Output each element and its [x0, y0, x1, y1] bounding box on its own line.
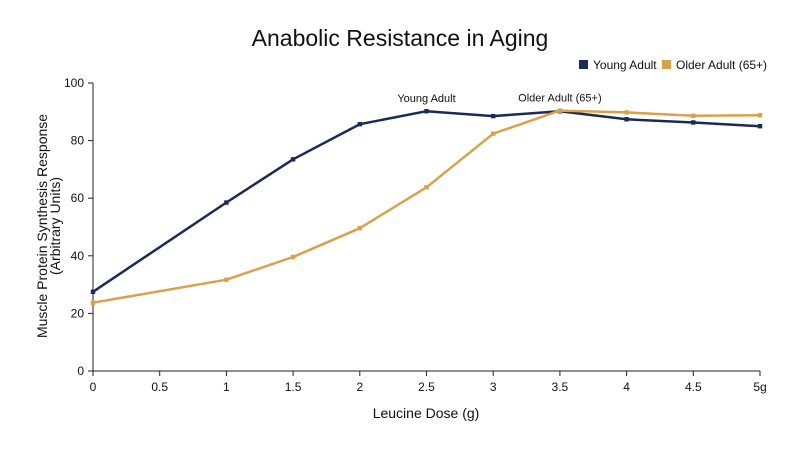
data-point-older-adult-65-8 [691, 113, 696, 119]
x-tick-label-0: 0 [90, 380, 97, 394]
annotation-label-0: Young Adult [397, 93, 455, 105]
x-tick-label-3-5: 3.5 [552, 380, 569, 394]
data-point-older-adult-65-5 [491, 131, 496, 136]
x-tick-label-4: 4 [623, 380, 630, 394]
series-line-older-adult-65 [91, 109, 762, 304]
y-tick-label-80: 80 [71, 134, 85, 148]
y-tick-label-20: 20 [71, 306, 85, 320]
legend: Young Adult Older Adult (65+) [579, 58, 767, 72]
data-point-older-adult-65-9 [757, 113, 763, 118]
x-tick-label-1-5: 1.5 [285, 380, 302, 394]
series-young-adult [90, 109, 763, 294]
x-axis-ticks: 0 0.5 1 1.5 2 2.5 3 3.5 4 4.5 5g [90, 371, 767, 394]
x-axis-label: Leucine Dose (g) [373, 405, 480, 421]
data-point-older-adult-65-0 [90, 300, 96, 305]
y-tick-label-100: 100 [64, 76, 84, 90]
data-point-older-adult-65-3 [357, 225, 362, 231]
y-tick-label-40: 40 [71, 249, 85, 263]
x-tick-label-2: 2 [356, 380, 363, 394]
axes [92, 83, 760, 372]
annotation-layer: Young Adult Older Adult (65+) [397, 93, 601, 106]
series-older-adult-65 [90, 108, 763, 305]
x-tick-label-4-5: 4.5 [685, 380, 702, 394]
x-tick-label-3: 3 [490, 380, 497, 394]
series-line-young-adult [91, 109, 762, 294]
x-tick-label-0-5: 0.5 [151, 380, 168, 394]
y-tick-label-60: 60 [71, 191, 85, 205]
x-tick-label-5: 5g [753, 380, 766, 394]
data-point-young-adult-8 [691, 120, 696, 125]
data-point-young-adult-4 [424, 109, 429, 114]
data-point-older-adult-65-1 [224, 277, 229, 282]
x-tick-label-2-5: 2.5 [418, 380, 435, 394]
data-point-young-adult-1 [224, 200, 229, 205]
data-point-young-adult-5 [491, 113, 496, 119]
legend-label-older-adult: Older Adult (65+) [676, 58, 767, 72]
y-axis-label-group: Muscle Protein Synthesis Response (Arbit… [34, 114, 63, 338]
annotation-label-1: Older Adult (65+) [518, 93, 601, 105]
legend-swatch-young-adult [579, 60, 588, 69]
y-tick-label-0: 0 [77, 364, 84, 378]
y-axis-ticks: 0 20 40 60 80 100 [64, 76, 93, 378]
series-layer [90, 108, 763, 305]
legend-label-young-adult: Young Adult [593, 58, 657, 72]
data-point-young-adult-7 [624, 117, 629, 122]
data-point-older-adult-65-7 [624, 110, 629, 115]
x-tick-label-1: 1 [223, 380, 230, 394]
data-point-older-adult-65-2 [290, 254, 296, 260]
data-point-older-adult-65-6 [557, 108, 563, 113]
chart-title: Anabolic Resistance in Aging [252, 25, 549, 51]
legend-swatch-older-adult [662, 60, 671, 69]
y-axis-label-line-2: (Arbitrary Units) [47, 177, 63, 275]
data-point-older-adult-65-4 [424, 185, 429, 190]
data-point-young-adult-9 [757, 124, 763, 129]
data-point-young-adult-3 [357, 121, 362, 127]
data-point-young-adult-0 [90, 289, 96, 294]
y-axis-label-line-1: Muscle Protein Synthesis Response [34, 114, 50, 338]
data-point-young-adult-2 [290, 157, 296, 162]
